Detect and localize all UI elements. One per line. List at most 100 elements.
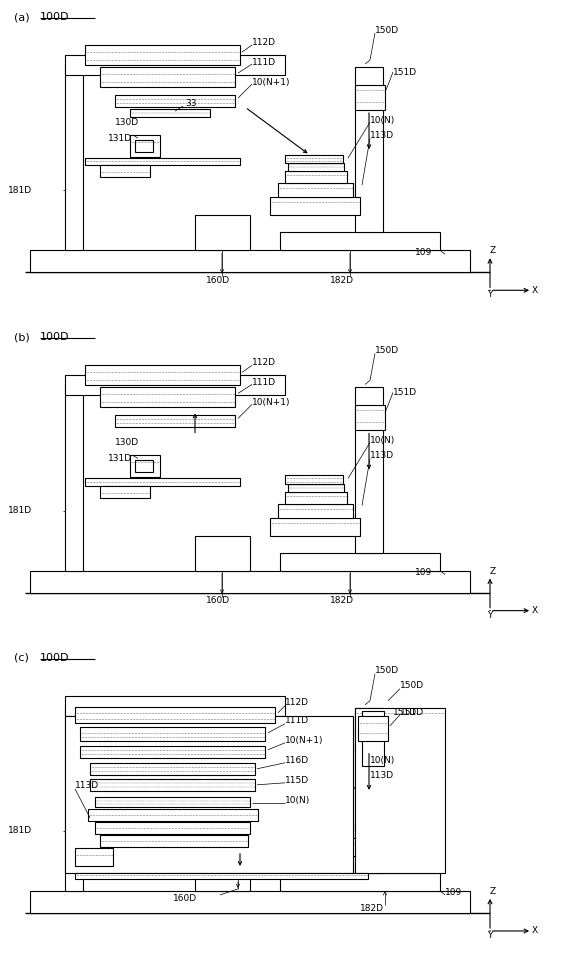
- Bar: [362, 711, 384, 766]
- Bar: [278, 184, 353, 197]
- Bar: [30, 891, 470, 913]
- Text: 113D: 113D: [370, 451, 394, 460]
- Bar: [100, 835, 248, 847]
- Bar: [88, 809, 258, 821]
- Text: 151D: 151D: [393, 388, 417, 397]
- Text: 10(N+1): 10(N+1): [285, 736, 324, 746]
- Bar: [80, 727, 265, 741]
- Bar: [130, 136, 160, 158]
- Text: 112D: 112D: [285, 699, 309, 707]
- Text: Z: Z: [490, 567, 496, 576]
- Text: (a): (a): [14, 12, 29, 22]
- Text: X: X: [532, 606, 538, 615]
- Text: (b): (b): [14, 333, 29, 342]
- Bar: [130, 110, 210, 117]
- Text: 112D: 112D: [252, 37, 276, 46]
- Text: 111D: 111D: [285, 716, 309, 726]
- Bar: [270, 518, 360, 535]
- Bar: [135, 140, 153, 152]
- Bar: [75, 848, 113, 866]
- Bar: [115, 95, 235, 107]
- Bar: [195, 856, 250, 891]
- Text: 151D: 151D: [393, 67, 417, 77]
- Text: 130D: 130D: [115, 117, 139, 127]
- Text: 150D: 150D: [375, 26, 399, 35]
- Text: 113D: 113D: [75, 781, 99, 790]
- Bar: [280, 553, 440, 571]
- Bar: [285, 476, 343, 483]
- Text: 131D: 131D: [108, 454, 132, 463]
- Bar: [100, 485, 150, 498]
- Bar: [280, 233, 440, 250]
- Bar: [95, 822, 250, 834]
- Text: 116D: 116D: [285, 756, 309, 765]
- Bar: [80, 746, 265, 758]
- Bar: [135, 460, 153, 473]
- Text: 10(N): 10(N): [370, 436, 395, 445]
- Text: 151D: 151D: [400, 708, 424, 717]
- Bar: [85, 365, 240, 385]
- Bar: [30, 571, 470, 593]
- Text: 131D: 131D: [108, 134, 132, 142]
- Text: 10(N+1): 10(N+1): [252, 78, 290, 86]
- Text: 111D: 111D: [252, 58, 276, 66]
- Bar: [195, 215, 250, 250]
- Bar: [65, 55, 285, 75]
- Bar: [65, 385, 83, 571]
- Text: 181D: 181D: [8, 185, 32, 195]
- Text: 109: 109: [415, 248, 432, 257]
- Bar: [115, 415, 235, 428]
- Text: 111D: 111D: [252, 378, 276, 387]
- Text: 113D: 113D: [370, 131, 394, 139]
- Bar: [355, 726, 385, 751]
- Bar: [95, 797, 250, 807]
- Text: Y: Y: [487, 610, 493, 620]
- Text: 160D: 160D: [206, 276, 230, 284]
- Text: Z: Z: [490, 887, 496, 896]
- Text: X: X: [532, 285, 538, 295]
- Bar: [85, 159, 240, 165]
- Text: 100D: 100D: [40, 653, 70, 663]
- Text: Y: Y: [487, 931, 493, 940]
- Bar: [100, 165, 150, 177]
- Text: 115D: 115D: [285, 776, 309, 785]
- Bar: [355, 387, 383, 553]
- Text: 100D: 100D: [40, 333, 70, 342]
- Text: 109: 109: [445, 888, 462, 898]
- Text: 10(N): 10(N): [370, 756, 395, 765]
- Bar: [280, 873, 440, 891]
- Bar: [285, 796, 343, 803]
- Bar: [278, 824, 353, 838]
- Text: X: X: [532, 926, 538, 935]
- Bar: [285, 171, 347, 184]
- Text: 150D: 150D: [400, 681, 424, 690]
- Text: 160D: 160D: [206, 596, 230, 605]
- Bar: [90, 763, 255, 775]
- Text: 113D: 113D: [370, 772, 394, 780]
- Bar: [100, 387, 235, 407]
- Text: 112D: 112D: [252, 357, 276, 367]
- Bar: [90, 778, 255, 791]
- Bar: [355, 86, 385, 111]
- Text: 160D: 160D: [173, 895, 197, 903]
- Text: 151D: 151D: [393, 708, 417, 717]
- Bar: [75, 873, 368, 879]
- Bar: [288, 483, 344, 491]
- Bar: [65, 376, 285, 395]
- Bar: [30, 250, 470, 272]
- Bar: [85, 45, 240, 65]
- Bar: [355, 707, 383, 873]
- Bar: [278, 504, 353, 518]
- Bar: [285, 812, 347, 824]
- Text: 182D: 182D: [360, 904, 384, 914]
- Bar: [75, 706, 275, 723]
- Bar: [355, 707, 445, 873]
- Text: (c): (c): [14, 653, 29, 663]
- Text: 182D: 182D: [330, 276, 354, 284]
- Text: 10(N): 10(N): [370, 115, 395, 125]
- Text: 181D: 181D: [8, 506, 32, 515]
- Text: 10(N): 10(N): [285, 797, 310, 805]
- Bar: [270, 838, 360, 856]
- Text: 150D: 150D: [375, 346, 399, 355]
- Text: 150D: 150D: [375, 666, 399, 676]
